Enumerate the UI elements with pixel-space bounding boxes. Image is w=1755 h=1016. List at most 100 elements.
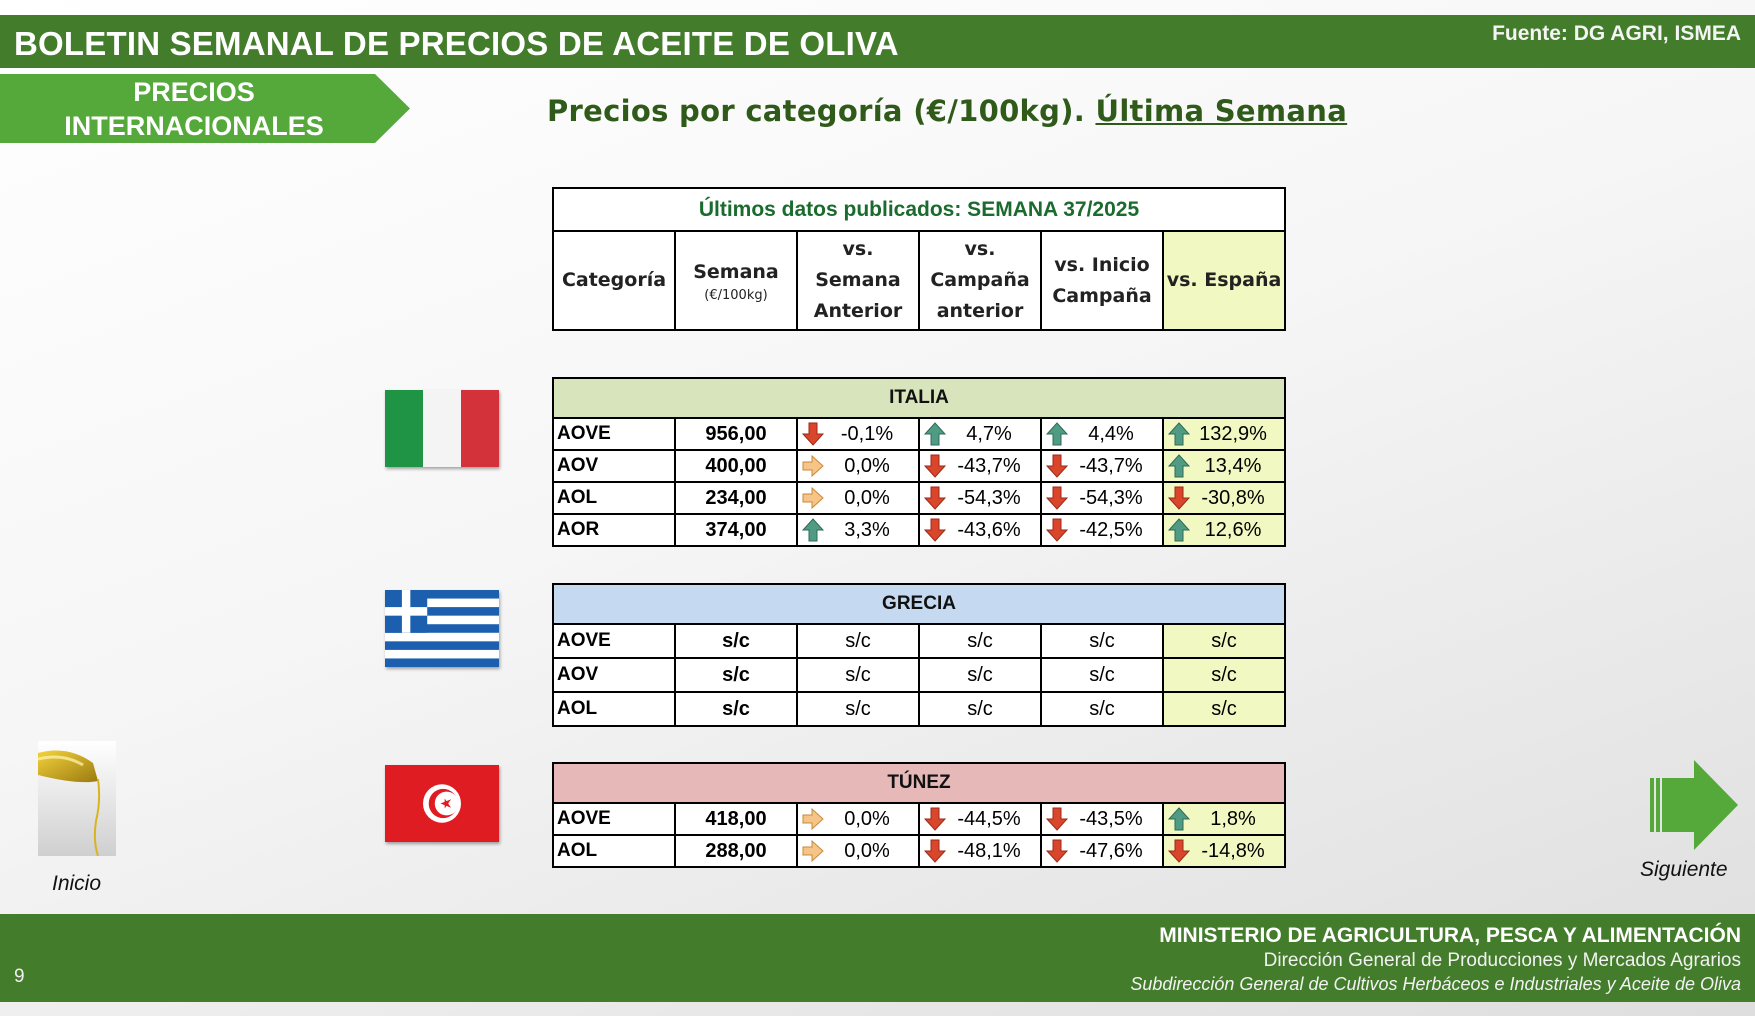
cell-vs-sem: -0,1% <box>796 417 920 451</box>
cell-semana: s/c <box>674 623 798 659</box>
table-row: AOL s/c s/c s/c s/c s/c <box>552 691 1286 727</box>
next-arrow-icon[interactable] <box>1650 760 1738 850</box>
cell-vs-esp: 12,6% <box>1162 513 1286 547</box>
cell-value: -44,5% <box>957 807 1021 830</box>
cell-value: s/c <box>1089 629 1115 652</box>
cell-vs-ini: -43,7% <box>1040 449 1164 483</box>
cell-vs-ini: s/c <box>1040 657 1164 693</box>
subtitle-main: Precios por categoría (€/100kg). <box>547 94 1096 128</box>
cell-vs-camp: -44,5% <box>918 802 1042 836</box>
cell-vs-esp: s/c <box>1162 623 1286 659</box>
country-header-italia: ITALIA <box>552 377 1286 419</box>
olive-oil-pour-icon[interactable] <box>38 741 116 856</box>
cell-value: s/c <box>967 629 993 652</box>
arrow-down-icon <box>1046 454 1068 478</box>
cell-value: 3,3% <box>844 518 890 541</box>
table-row: AOV s/c s/c s/c s/c s/c <box>552 657 1286 693</box>
cell-category: AOL <box>552 834 676 868</box>
cell-value: -54,3% <box>957 486 1021 509</box>
col-vs-campana-l1: vs. <box>964 238 996 260</box>
col-vs-campana-l2: Campaña <box>930 269 1030 291</box>
cell-vs-camp: s/c <box>918 657 1042 693</box>
header-table: Últimos datos publicados: SEMANA 37/2025… <box>552 187 1286 331</box>
cell-category: AOVE <box>552 802 676 836</box>
arrow-down-icon <box>1046 486 1068 510</box>
cell-value: -14,8% <box>1201 839 1265 862</box>
table-row: AOV 400,00 0,0% -43,7% -43,7% 13,4% <box>552 449 1286 483</box>
table-row: AOVE 956,00 -0,1% 4,7% 4,4% 132,9% <box>552 417 1286 451</box>
table-row: AOVE 418,00 0,0% -44,5% -43,5% 1,8% <box>552 802 1286 836</box>
cell-vs-esp: s/c <box>1162 657 1286 693</box>
cell-value: -54,3% <box>1079 486 1143 509</box>
siguiente-link[interactable]: Siguiente <box>1640 858 1728 881</box>
italy-flag-icon <box>385 390 499 467</box>
cell-value: -42,5% <box>1079 518 1143 541</box>
ministry-name: MINISTERIO DE AGRICULTURA, PESCA Y ALIME… <box>1159 924 1741 947</box>
col-semana-label: Semana <box>693 261 779 283</box>
greece-flag-icon <box>385 590 499 667</box>
cell-vs-sem: s/c <box>796 623 920 659</box>
direccion-general: Dirección General de Producciones y Merc… <box>1263 950 1741 971</box>
cell-category: AOR <box>552 513 676 547</box>
cell-category: AOVE <box>552 623 676 659</box>
cell-vs-camp: -48,1% <box>918 834 1042 868</box>
table-row: AOR 374,00 3,3% -43,6% -42,5% 12,6% <box>552 513 1286 547</box>
inicio-link[interactable]: Inicio <box>52 872 102 895</box>
cell-value: s/c <box>967 663 993 686</box>
cell-vs-sem: 0,0% <box>796 481 920 515</box>
arrow-right-icon <box>802 807 824 831</box>
col-vs-inicio: vs. Inicio Campaña <box>1040 230 1164 331</box>
cell-semana: s/c <box>674 691 798 727</box>
cell-value: s/c <box>845 629 871 652</box>
cell-value: s/c <box>1089 697 1115 720</box>
italia-table: ITALIA AOVE 956,00 -0,1% 4,7% 4,4% 132,9% AOV 40… <box>552 377 1286 547</box>
col-vs-inicio-l2: Campaña <box>1052 284 1152 307</box>
col-vs-campana: vs. Campaña anterior <box>918 230 1042 331</box>
cell-vs-camp: -43,7% <box>918 449 1042 483</box>
section-tab: PRECIOS INTERNACIONALES <box>0 74 410 143</box>
cell-vs-ini: -54,3% <box>1040 481 1164 515</box>
cell-semana: 956,00 <box>674 417 798 451</box>
col-vs-campana-l3: anterior <box>936 300 1024 322</box>
cell-value: 13,4% <box>1204 454 1262 477</box>
cell-vs-sem: 0,0% <box>796 802 920 836</box>
arrow-down-icon <box>924 839 946 863</box>
arrow-down-icon <box>924 454 946 478</box>
cell-value: s/c <box>845 663 871 686</box>
arrow-up-icon <box>1168 422 1190 446</box>
table-row: AOL 288,00 0,0% -48,1% -47,6% -14,8% <box>552 834 1286 868</box>
arrow-down-icon <box>924 518 946 542</box>
col-semana-unit: (€/100kg) <box>704 288 768 303</box>
cell-vs-sem: 0,0% <box>796 449 920 483</box>
arrow-down-icon <box>924 807 946 831</box>
arrow-down-icon <box>924 486 946 510</box>
cell-semana: 374,00 <box>674 513 798 547</box>
cell-vs-sem: 3,3% <box>796 513 920 547</box>
cell-vs-ini: s/c <box>1040 691 1164 727</box>
cell-value: s/c <box>1211 697 1237 720</box>
cell-category: AOL <box>552 691 676 727</box>
table-row: AOVE s/c s/c s/c s/c s/c <box>552 623 1286 659</box>
col-categoria-label: Categoría <box>561 269 667 291</box>
cell-value: -43,7% <box>957 454 1021 477</box>
page-number: 9 <box>14 966 25 987</box>
arrow-up-icon <box>924 422 946 446</box>
col-vs-espana: vs. España <box>1162 230 1286 331</box>
cell-vs-esp: 13,4% <box>1162 449 1286 483</box>
cell-vs-camp: 4,7% <box>918 417 1042 451</box>
cell-value: 0,0% <box>844 486 890 509</box>
cell-value: 132,9% <box>1199 422 1267 445</box>
cell-value: -43,6% <box>957 518 1021 541</box>
cell-category: AOV <box>552 657 676 693</box>
cell-vs-camp: -43,6% <box>918 513 1042 547</box>
col-semana: Semana (€/100kg) <box>674 230 798 331</box>
cell-vs-sem: 0,0% <box>796 834 920 868</box>
source-label: Fuente: DG AGRI, ISMEA <box>1492 22 1741 45</box>
arrow-right-icon <box>802 486 824 510</box>
col-categoria: Categoría <box>552 230 676 331</box>
cell-vs-camp: s/c <box>918 623 1042 659</box>
cell-category: AOVE <box>552 417 676 451</box>
cell-semana: s/c <box>674 657 798 693</box>
cell-value: -30,8% <box>1201 486 1265 509</box>
arrow-up-icon <box>1168 807 1190 831</box>
